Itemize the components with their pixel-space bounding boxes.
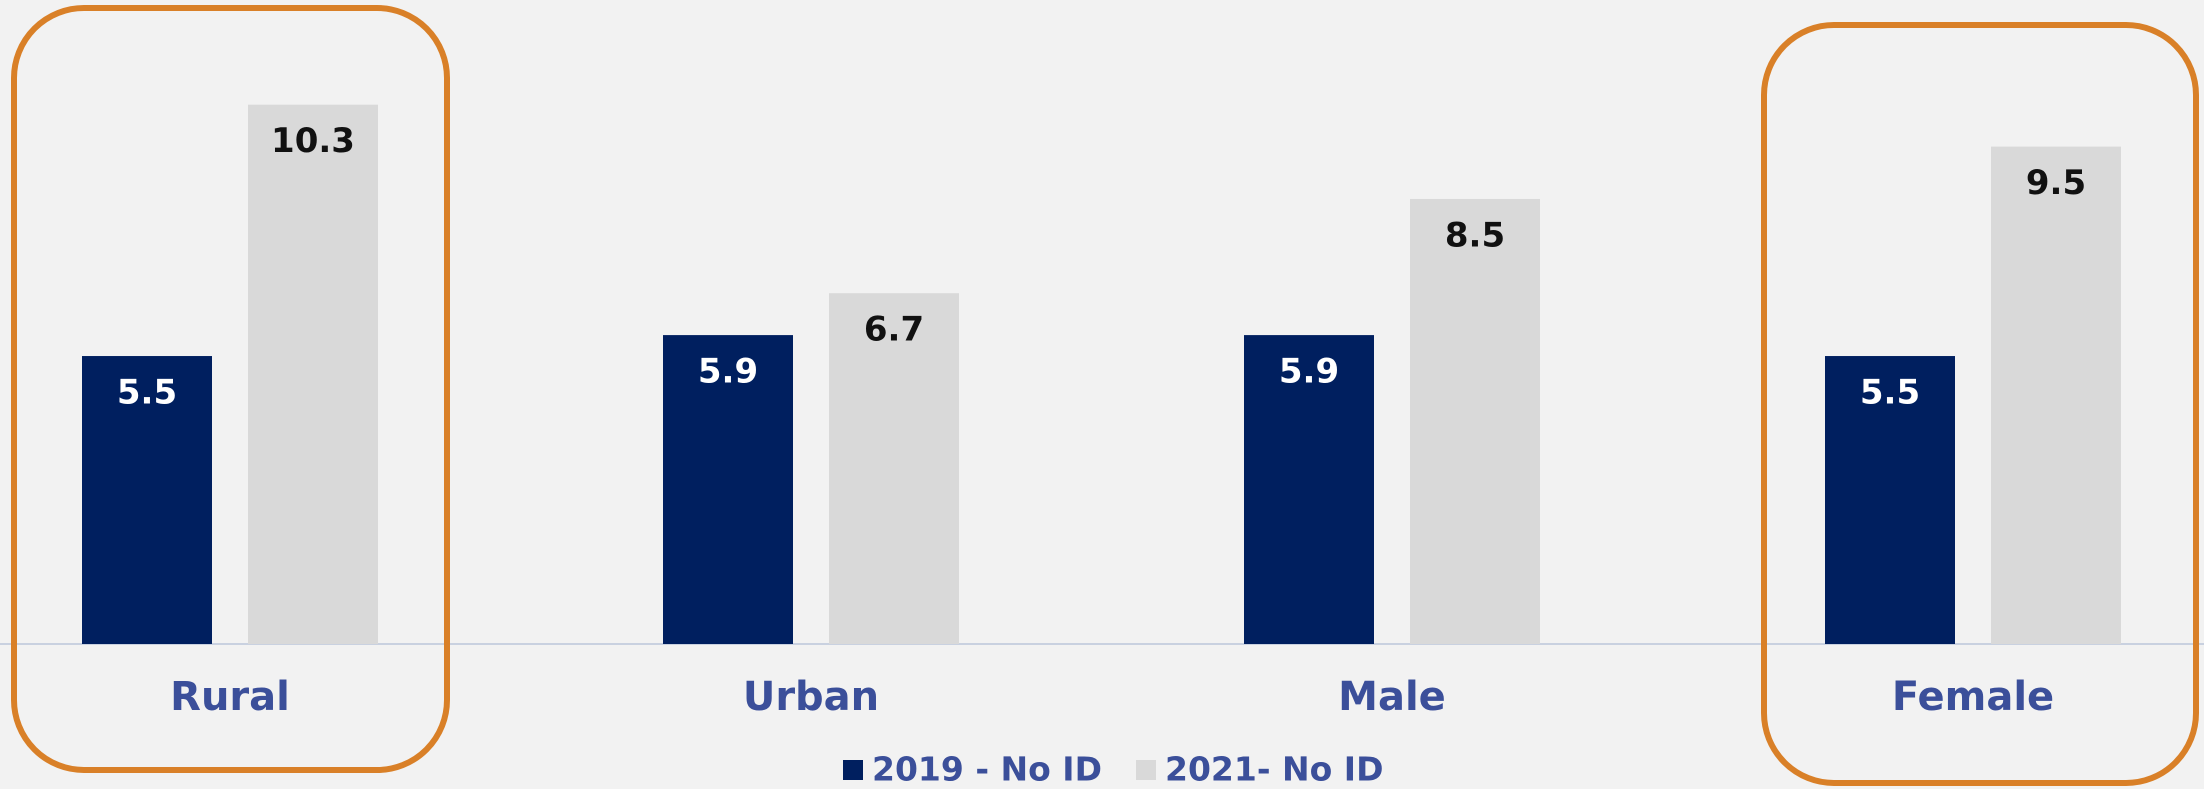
legend-label: 2021- No ID: [1165, 750, 1383, 789]
highlight-box: [1761, 22, 2199, 786]
bar: [1825, 356, 1955, 644]
data-label: 6.7: [864, 310, 924, 350]
data-label: 5.9: [698, 352, 758, 392]
bar: [1991, 146, 2121, 644]
bar: [248, 104, 378, 644]
x-tick-label: Rural: [170, 674, 290, 720]
plot-area: Rural 5.5 10.3 Urban 5.9 6.7 Male 5.9 8.5 Female 5…: [82, 104, 2121, 789]
data-label: 5.5: [1860, 373, 1920, 413]
legend-swatch: [1136, 760, 1156, 780]
bar: [1410, 198, 1540, 644]
data-label: 5.9: [1279, 352, 1339, 392]
x-tick-label: Urban: [743, 674, 879, 720]
data-label: 10.3: [271, 121, 355, 161]
bar: [1244, 335, 1374, 644]
highlight-box: [11, 5, 450, 773]
data-label: 8.5: [1445, 215, 1505, 255]
bar: [663, 335, 793, 644]
bar: [82, 356, 212, 644]
x-tick-label: Male: [1338, 674, 1446, 720]
legend-swatch: [843, 760, 863, 780]
legend-label: 2019 - No ID: [872, 750, 1102, 789]
bar: [829, 293, 959, 644]
data-label: 5.5: [117, 373, 177, 413]
x-tick-label: Female: [1892, 674, 2054, 720]
data-label: 9.5: [2026, 163, 2086, 203]
